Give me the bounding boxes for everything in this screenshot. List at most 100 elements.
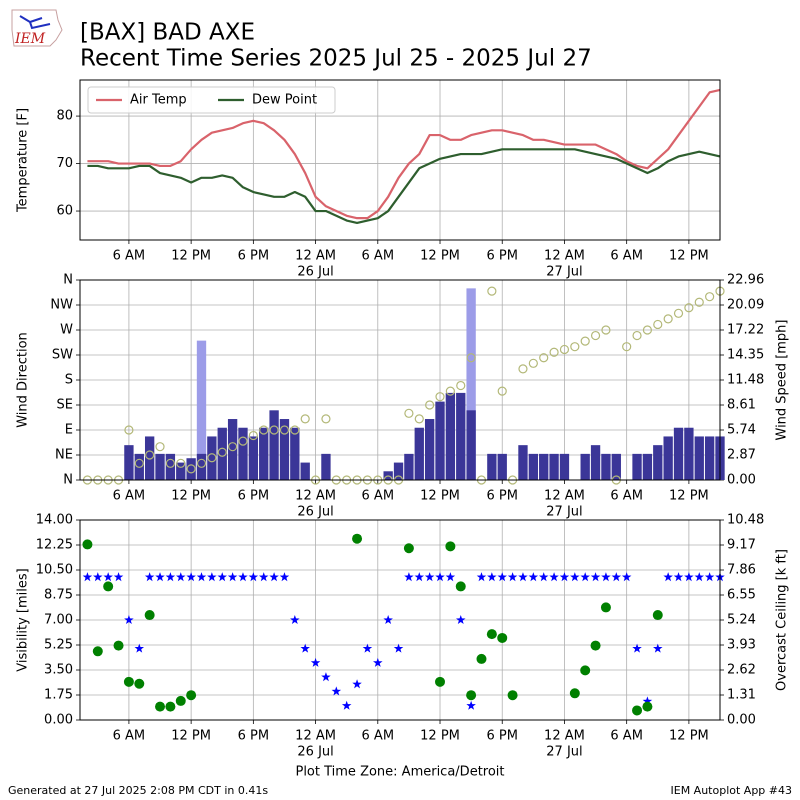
footer-right: IEM Autoplot App #43	[671, 784, 793, 797]
y2-axis-label: Overcast Ceiling [k ft]	[775, 549, 790, 691]
bar	[539, 453, 549, 480]
y2-tick-label: 0.00	[727, 713, 756, 728]
x-tick-label: 6 PM	[486, 729, 517, 744]
footer-left: Generated at 27 Jul 2025 2:08 PM CDT in …	[8, 784, 268, 797]
star-marker	[82, 572, 93, 582]
x-tick-label: 6 AM	[113, 489, 146, 504]
circle-marker	[559, 344, 570, 355]
dot-marker	[580, 665, 591, 676]
y-axis-label: Wind Direction	[16, 332, 31, 428]
logo: IEM	[11, 9, 63, 47]
x-tick-label: 12 PM	[420, 249, 460, 264]
dot-marker	[123, 676, 134, 687]
circle-marker	[632, 330, 642, 341]
bar	[497, 453, 507, 480]
bar	[186, 458, 196, 480]
y2-tick-label: 17.22	[727, 323, 764, 338]
y-tick-label: 14.00	[36, 513, 73, 528]
x-tick-label: 6 AM	[610, 249, 643, 264]
dot-marker	[632, 705, 643, 716]
plot-frame	[79, 79, 721, 241]
star-marker	[341, 700, 352, 710]
x-tick-label: 12 PM	[171, 729, 211, 744]
bar	[632, 453, 642, 480]
y2-tick-label: 0.00	[727, 473, 756, 488]
bar	[176, 462, 186, 480]
bar	[528, 453, 539, 480]
x-tick-label: 6 PM	[238, 729, 269, 744]
star-marker	[704, 572, 715, 582]
y2-tick-label: 7.86	[727, 563, 756, 578]
bar	[456, 392, 466, 480]
star-marker	[155, 572, 165, 582]
y-tick-label: 60	[56, 204, 73, 219]
star-marker	[227, 572, 238, 582]
x-tick-label: 12 AM	[295, 249, 336, 264]
star-marker	[601, 572, 611, 582]
y-tick-label: 3.50	[44, 663, 73, 678]
bar	[124, 445, 134, 480]
circle-marker	[528, 358, 538, 368]
line-series	[87, 88, 721, 220]
bar	[704, 436, 715, 480]
x-tick-label: 6 AM	[362, 729, 395, 744]
bar	[279, 419, 290, 480]
y2-tick-label: 2.62	[727, 663, 756, 678]
star-marker	[176, 572, 186, 582]
bar	[300, 462, 310, 480]
circle-marker	[466, 353, 476, 363]
bar	[207, 436, 217, 480]
star-marker	[497, 572, 507, 582]
star-marker	[642, 696, 653, 706]
bar	[549, 453, 559, 480]
x-tick-label: 12 AM	[544, 729, 585, 744]
circle-marker	[238, 436, 248, 446]
circle-marker	[155, 442, 165, 452]
y2-tick-label: 1.31	[727, 688, 756, 703]
circle-marker	[300, 414, 310, 424]
bar	[653, 445, 663, 480]
x-tick-label: 12 PM	[420, 489, 460, 504]
star-marker	[196, 572, 207, 582]
x-tick-label: 6 PM	[238, 489, 269, 504]
y2-tick-label: 5.24	[727, 613, 756, 628]
dot-marker	[92, 646, 103, 657]
y-tick-label: N	[63, 473, 73, 488]
star-marker	[113, 572, 124, 582]
star-marker	[476, 572, 487, 582]
x-tick-label: 6 AM	[362, 249, 395, 264]
x-tick-label: 6 PM	[486, 249, 517, 264]
star-marker	[466, 700, 476, 710]
circle-marker	[642, 325, 653, 335]
title: [BAX] BAD AXE	[80, 20, 255, 46]
bar	[580, 453, 590, 480]
circle-marker	[487, 286, 497, 296]
circle-marker	[414, 414, 424, 424]
star-marker	[673, 572, 684, 582]
circle-marker	[404, 408, 414, 418]
y2-tick-label: 5.74	[727, 423, 756, 438]
bar	[601, 453, 611, 480]
circle-marker	[196, 458, 207, 468]
circle-marker	[124, 425, 134, 435]
y-tick-label: S	[65, 373, 73, 388]
x-tick-label: 12 AM	[295, 489, 336, 504]
x-tick-date: 27 Jul	[546, 265, 582, 280]
circle-marker	[549, 347, 559, 357]
y-tick-label: E	[65, 423, 73, 438]
y2-tick-label: 9.17	[727, 538, 756, 553]
dot-marker	[403, 543, 414, 554]
star-marker	[165, 572, 176, 582]
dot-marker	[352, 533, 363, 544]
star-marker	[279, 572, 290, 582]
y-tick-label: 7.00	[44, 613, 73, 628]
x-tick-label: 12 PM	[669, 489, 709, 504]
bar	[155, 453, 165, 480]
circle-marker	[580, 336, 590, 346]
x-tick-label: 6 AM	[362, 489, 395, 504]
x-tick-label: 12 PM	[171, 489, 211, 504]
plot-frame	[79, 279, 721, 481]
star-marker	[103, 572, 113, 582]
y2-tick-label: 2.87	[727, 448, 756, 463]
